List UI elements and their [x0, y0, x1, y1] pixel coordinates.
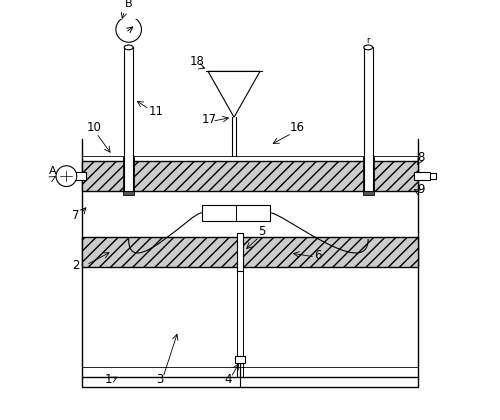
Bar	[82, 377, 417, 387]
Text: 16: 16	[290, 121, 305, 134]
Bar	[237, 233, 243, 271]
Bar	[70, 172, 86, 180]
Bar	[430, 173, 436, 179]
Text: 2: 2	[72, 259, 80, 272]
Text: +: +	[216, 207, 226, 220]
Bar	[124, 47, 133, 191]
Bar	[82, 161, 417, 191]
Text: 7: 7	[72, 209, 80, 222]
Text: 3: 3	[156, 373, 164, 386]
Text: r: r	[366, 37, 370, 45]
Circle shape	[116, 17, 141, 42]
Text: 1: 1	[104, 373, 112, 386]
Text: 5: 5	[258, 225, 266, 238]
Ellipse shape	[364, 45, 372, 50]
Text: 11: 11	[148, 105, 163, 118]
Text: 9: 9	[418, 183, 425, 196]
Text: A: A	[48, 166, 56, 176]
Circle shape	[56, 166, 77, 186]
Bar	[364, 47, 372, 191]
Text: B: B	[125, 0, 132, 10]
Text: −: −	[245, 206, 257, 220]
Bar	[202, 205, 270, 221]
Text: 6: 6	[314, 249, 322, 262]
Text: 17: 17	[202, 113, 217, 126]
Bar	[362, 157, 374, 195]
Text: 10: 10	[86, 121, 101, 134]
Polygon shape	[208, 71, 260, 117]
Ellipse shape	[124, 45, 133, 50]
Text: 4: 4	[224, 373, 232, 386]
Bar	[414, 172, 430, 180]
Bar	[123, 157, 134, 195]
Text: 8: 8	[418, 151, 425, 164]
Text: 18: 18	[190, 55, 205, 68]
Bar	[82, 237, 417, 267]
Bar	[235, 356, 245, 363]
